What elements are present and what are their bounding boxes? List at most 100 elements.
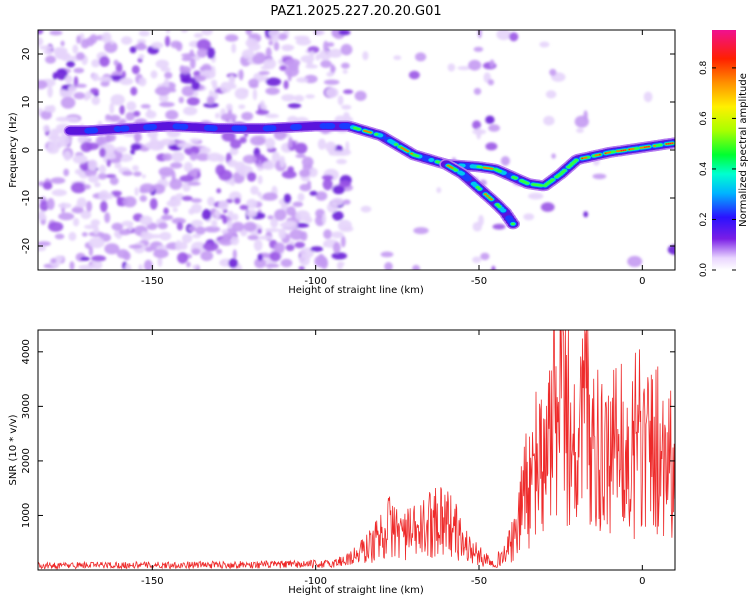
- ridge-cell: [644, 146, 646, 148]
- ridge-cell: [560, 171, 565, 174]
- noise-blob: [238, 69, 244, 81]
- noise-blob: [342, 69, 348, 74]
- ridge-cell: [669, 142, 672, 145]
- ridge-cell: [415, 154, 420, 158]
- noise-blob: [242, 88, 249, 94]
- noise-blob: [238, 104, 246, 110]
- noise-blob: [309, 50, 315, 58]
- noise-blob: [576, 128, 584, 133]
- noise-blob: [229, 147, 239, 156]
- noise-blob: [91, 59, 100, 68]
- noise-blob: [139, 215, 153, 226]
- ridge-cell: [620, 150, 623, 152]
- noise-blob: [129, 46, 137, 54]
- ridge-cell: [488, 196, 491, 199]
- noise-blob: [177, 252, 189, 264]
- noise-blob: [268, 40, 274, 46]
- noise-blob: [281, 170, 297, 179]
- noise-blob: [309, 190, 318, 196]
- noise-blob: [667, 244, 675, 255]
- noise-blob: [549, 68, 557, 76]
- noise-blob: [87, 159, 98, 171]
- noise-blob: [84, 224, 97, 230]
- noise-blob: [310, 246, 324, 252]
- noise-blob: [80, 210, 92, 220]
- noise-blob: [473, 46, 484, 52]
- noise-blob: [343, 112, 350, 121]
- noise-blob: [332, 185, 345, 195]
- ridge-cell: [377, 133, 384, 138]
- noise-blob: [61, 131, 66, 142]
- noise-blob: [88, 175, 100, 183]
- noise-blob: [109, 176, 119, 186]
- noise-blob: [181, 233, 193, 244]
- noise-blob: [252, 88, 258, 101]
- ridge-cell: [488, 167, 492, 170]
- noise-blob: [239, 204, 249, 210]
- noise-blob: [472, 256, 482, 264]
- noise-blob: [225, 34, 239, 42]
- noise-blob: [262, 160, 275, 170]
- noise-blob: [262, 192, 278, 201]
- noise-blob: [393, 55, 402, 60]
- noise-blob: [293, 222, 310, 228]
- snr-xtick-label: -150: [141, 576, 164, 587]
- noise-blob: [53, 129, 67, 134]
- ridge-cell: [594, 154, 598, 157]
- snr-panel: -150 -100 -50 0 1000 2000 3000 4000 Height of …: [8, 329, 676, 596]
- ridge-cell: [369, 131, 372, 134]
- ridge-cell: [616, 150, 619, 153]
- ridge-cell: [639, 146, 643, 149]
- ridge-cell: [484, 193, 487, 196]
- noise-blob: [265, 47, 272, 59]
- noise-blob: [306, 60, 313, 66]
- noise-blob: [171, 217, 186, 225]
- noise-blob: [95, 135, 108, 147]
- ridge-cell: [478, 165, 483, 169]
- noise-blob: [292, 201, 304, 208]
- noise-blob: [111, 222, 124, 231]
- noise-blob: [72, 154, 88, 164]
- noise-blob: [44, 105, 53, 113]
- noise-blob: [181, 53, 197, 58]
- noise-blob: [121, 70, 126, 80]
- snr-frame: [37, 329, 676, 571]
- noise-blob: [225, 103, 233, 111]
- ridge-cell: [239, 125, 248, 132]
- noise-blob: [337, 261, 345, 266]
- ridge-cell: [484, 167, 488, 169]
- ridge-cell: [497, 205, 502, 208]
- noise-blob: [81, 232, 88, 237]
- noise-blob: [49, 30, 63, 36]
- noise-blob: [476, 127, 482, 140]
- ridge-cell: [428, 158, 435, 162]
- noise-blob: [50, 177, 66, 184]
- noise-blob: [53, 47, 68, 55]
- spectrogram-ytick-label: -20: [21, 238, 32, 254]
- ridge-cell: [356, 127, 361, 131]
- noise-blob: [258, 71, 270, 75]
- noise-blob: [287, 103, 302, 109]
- noise-blob: [273, 41, 280, 51]
- ridge-cell: [486, 167, 490, 170]
- noise-blob: [343, 89, 354, 94]
- noise-blob: [104, 212, 111, 224]
- noise-blob: [231, 221, 244, 232]
- noise-blob: [221, 229, 229, 234]
- noise-blob: [180, 30, 188, 33]
- noise-blob: [104, 243, 120, 255]
- noise-blob: [189, 152, 198, 161]
- noise-blob: [99, 56, 110, 67]
- noise-blob: [88, 237, 105, 249]
- noise-blob: [60, 96, 76, 109]
- noise-blob: [328, 48, 343, 58]
- noise-blob: [323, 243, 328, 248]
- noise-blob: [234, 197, 241, 204]
- snr-ytick-label: 1000: [21, 503, 32, 528]
- noise-blob: [151, 41, 164, 49]
- noise-blob: [320, 257, 329, 270]
- noise-blob: [299, 169, 310, 178]
- noise-blob: [215, 112, 220, 119]
- noise-blob: [201, 30, 213, 36]
